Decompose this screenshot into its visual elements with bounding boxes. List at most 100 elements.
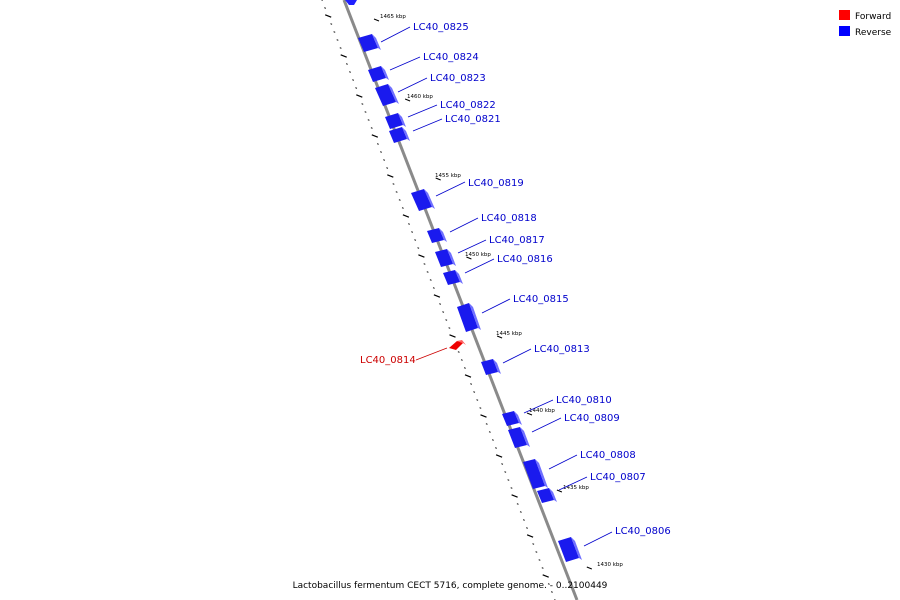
gene-block[interactable] bbox=[558, 537, 579, 562]
kbp-tick bbox=[556, 489, 563, 493]
kbp-label: 1450 kbp bbox=[465, 252, 491, 258]
gene-label[interactable]: LC40_0807 bbox=[590, 472, 646, 483]
gene-block[interactable] bbox=[481, 359, 498, 375]
minor-tick bbox=[526, 527, 528, 529]
minor-tick bbox=[541, 567, 544, 569]
minor-tick bbox=[473, 391, 476, 393]
gene-label[interactable]: LC40_0825 bbox=[413, 22, 469, 33]
gene-feature[interactable] bbox=[345, 0, 357, 5]
kbp-label: 1465 kbp bbox=[380, 14, 406, 20]
gene-feature[interactable]: LC40_0815 bbox=[457, 294, 569, 332]
gene-block[interactable] bbox=[435, 249, 453, 267]
major-tick bbox=[387, 174, 394, 178]
kbp-tick bbox=[586, 566, 592, 570]
gene-block[interactable] bbox=[502, 411, 519, 426]
gene-label[interactable]: LC40_0808 bbox=[580, 450, 636, 461]
gene-block[interactable] bbox=[537, 488, 554, 503]
gene-label[interactable]: LC40_0824 bbox=[423, 52, 479, 63]
minor-tick bbox=[376, 143, 379, 145]
minor-tick bbox=[519, 511, 522, 513]
gene-feature[interactable]: LC40_0823 bbox=[375, 73, 486, 106]
kbp-label: 1455 kbp bbox=[435, 173, 461, 179]
minor-tick bbox=[364, 111, 367, 113]
gene-block[interactable] bbox=[375, 84, 396, 106]
gene-label[interactable]: LC40_0810 bbox=[556, 395, 612, 406]
legend-reverse-swatch bbox=[839, 26, 850, 36]
major-tick bbox=[495, 454, 503, 458]
gene-block[interactable] bbox=[358, 34, 378, 52]
gene-label[interactable]: LC40_0818 bbox=[481, 213, 537, 224]
gene-feature[interactable]: LC40_0818 bbox=[427, 213, 537, 243]
gene-block[interactable] bbox=[457, 303, 478, 332]
gene-label[interactable]: LC40_0823 bbox=[430, 73, 486, 84]
minor-tick bbox=[324, 7, 327, 9]
gene-block[interactable] bbox=[443, 270, 460, 285]
kbp-label: 1460 kbp bbox=[407, 94, 433, 100]
gene-feature[interactable]: LC40_0817 bbox=[435, 235, 545, 267]
gene-label[interactable]: LC40_0819 bbox=[468, 178, 524, 189]
gene-block[interactable] bbox=[389, 127, 407, 143]
minor-tick bbox=[510, 487, 513, 489]
gene-label[interactable]: LC40_0816 bbox=[497, 254, 553, 265]
gene-feature[interactable]: LC40_0813 bbox=[481, 344, 590, 375]
legend: Forward Reverse bbox=[839, 10, 892, 38]
gene-label[interactable]: LC40_0814 bbox=[360, 355, 416, 366]
minor-tick bbox=[386, 167, 389, 169]
gene-block[interactable] bbox=[411, 189, 432, 211]
kbp-tick bbox=[466, 256, 472, 260]
kbp-label: 1430 kbp bbox=[597, 562, 623, 568]
gene-feature[interactable]: LC40_0809 bbox=[508, 413, 620, 448]
minor-tick bbox=[504, 471, 507, 473]
gene-feature[interactable]: LC40_0808 bbox=[523, 450, 636, 489]
minor-tick bbox=[479, 407, 482, 409]
minor-tick bbox=[339, 47, 342, 49]
minor-tick bbox=[488, 431, 491, 433]
kbp-label: 1435 kbp bbox=[563, 485, 589, 491]
legend-reverse-label: Reverse bbox=[855, 28, 892, 38]
gene-label[interactable]: LC40_0813 bbox=[534, 344, 590, 355]
minor-tick bbox=[398, 199, 401, 201]
minor-tick bbox=[457, 351, 460, 353]
gene-feature[interactable]: LC40_0824 bbox=[368, 52, 479, 82]
gene-feature[interactable]: LC40_0816 bbox=[443, 254, 553, 285]
gene-block[interactable] bbox=[523, 459, 545, 489]
major-tick bbox=[449, 334, 456, 338]
kbp-tick bbox=[435, 177, 441, 181]
gene-block[interactable] bbox=[345, 0, 357, 5]
minor-tick bbox=[361, 103, 364, 105]
gene-feature[interactable]: LC40_0825 bbox=[358, 22, 469, 52]
major-tick bbox=[324, 14, 332, 18]
gene-feature[interactable]: LC40_0810 bbox=[502, 395, 612, 426]
minor-tick bbox=[550, 591, 553, 593]
minor-tick bbox=[411, 231, 414, 233]
minor-tick bbox=[370, 127, 373, 129]
minor-tick bbox=[417, 247, 420, 249]
major-tick bbox=[480, 414, 487, 418]
gene-block[interactable] bbox=[449, 341, 463, 350]
gene-block[interactable] bbox=[508, 427, 527, 448]
minor-tick bbox=[439, 303, 442, 305]
gene-feature[interactable]: LC40_0819 bbox=[411, 178, 524, 211]
gene-block[interactable] bbox=[385, 113, 403, 129]
gene-label[interactable]: LC40_0806 bbox=[615, 526, 671, 537]
major-tick bbox=[542, 574, 549, 578]
gene-feature[interactable]: LC40_0806 bbox=[558, 526, 671, 562]
gene-label[interactable]: LC40_0822 bbox=[440, 100, 496, 111]
gene-label[interactable]: LC40_0817 bbox=[489, 235, 545, 246]
minor-tick bbox=[547, 583, 550, 585]
minor-tick bbox=[507, 479, 510, 481]
minor-tick bbox=[345, 63, 348, 65]
minor-tick bbox=[414, 239, 417, 241]
gene-feature[interactable]: LC40_0807 bbox=[537, 472, 646, 503]
minor-tick bbox=[442, 311, 445, 313]
minor-tick bbox=[463, 367, 466, 369]
gene-block[interactable] bbox=[368, 66, 386, 82]
gene-block[interactable] bbox=[427, 228, 444, 243]
gene-label[interactable]: LC40_0821 bbox=[445, 114, 501, 125]
gene-feature[interactable]: LC40_0821 bbox=[389, 114, 501, 143]
gene-label[interactable]: LC40_0815 bbox=[513, 294, 569, 305]
gene-label[interactable]: LC40_0809 bbox=[564, 413, 620, 424]
gene-feature[interactable]: LC40_0814 bbox=[360, 340, 466, 366]
gene-feature[interactable]: LC40_0822 bbox=[385, 100, 496, 129]
